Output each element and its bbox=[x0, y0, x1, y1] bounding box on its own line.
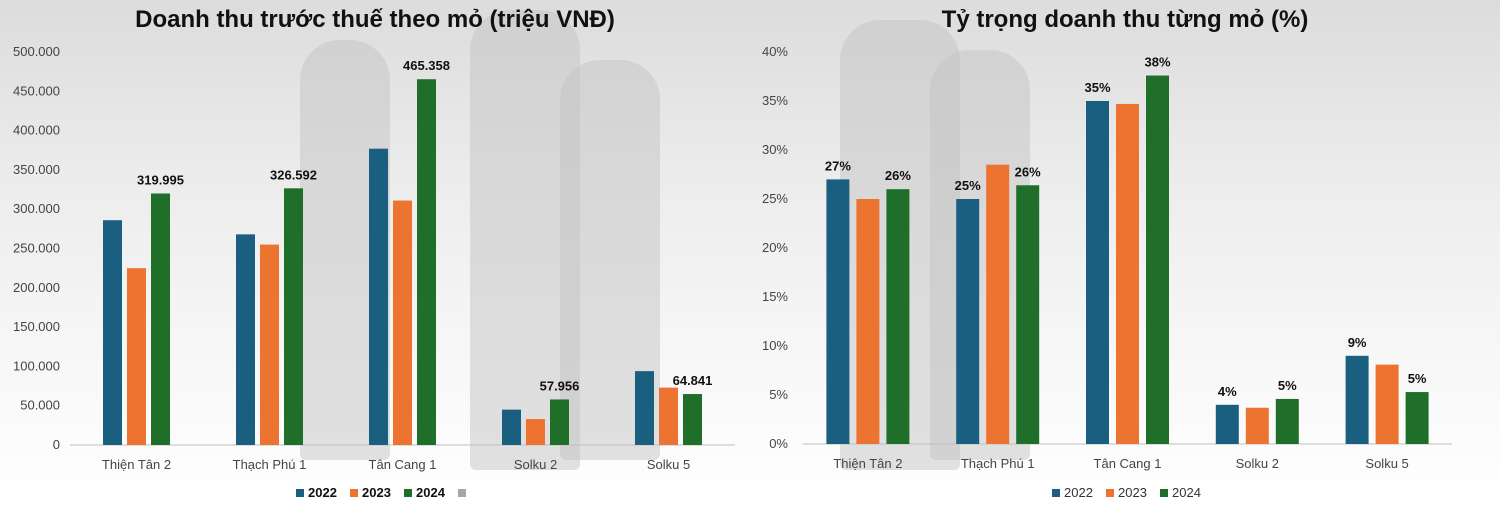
legend-swatch bbox=[296, 489, 304, 497]
bar-2023 bbox=[1116, 103, 1139, 444]
bar-2023 bbox=[127, 268, 146, 445]
bar-2022 bbox=[236, 234, 255, 445]
y-tick-label: 300.000 bbox=[13, 201, 60, 216]
bar-2022 bbox=[502, 409, 521, 445]
bar-2024 bbox=[284, 188, 303, 445]
revenue-chart: Doanh thu trước thuế theo mỏ (triệu VNĐ)… bbox=[13, 6, 735, 500]
y-tick-label: 100.000 bbox=[13, 358, 60, 373]
legend-label-2022: 2022 bbox=[308, 485, 337, 500]
legend-label-2022: 2022 bbox=[1064, 485, 1093, 500]
data-label-2024: 26% bbox=[885, 168, 911, 183]
bar-2023 bbox=[856, 199, 880, 444]
bar-2023 bbox=[260, 244, 279, 445]
category-label: Solku 5 bbox=[647, 457, 690, 472]
bar-2023 bbox=[526, 419, 545, 445]
bar-2024 bbox=[1016, 185, 1040, 444]
y-tick-label: 35% bbox=[762, 93, 788, 108]
bar-2024 bbox=[550, 399, 569, 445]
y-tick-label: 500.000 bbox=[13, 44, 60, 59]
category-label: Tân Cang 1 bbox=[1094, 456, 1162, 471]
bar-2022 bbox=[1215, 404, 1239, 444]
bar-2022 bbox=[635, 371, 654, 445]
category-label: Thạch Phú 1 bbox=[233, 457, 307, 472]
y-tick-label: 50.000 bbox=[20, 398, 60, 413]
data-label-2022: 4% bbox=[1218, 384, 1237, 399]
bar-2023 bbox=[659, 387, 678, 445]
bar-2024 bbox=[886, 189, 910, 444]
bar-2022 bbox=[1345, 355, 1369, 444]
bar-2022 bbox=[103, 220, 122, 445]
legend-swatch bbox=[1160, 489, 1168, 497]
y-tick-label: 15% bbox=[762, 289, 788, 304]
bar-2022 bbox=[369, 148, 388, 446]
y-tick-label: 450.000 bbox=[13, 83, 60, 98]
bar-2022 bbox=[1086, 101, 1109, 444]
bar-2024 bbox=[151, 193, 170, 445]
revenue-chart-svg: 0 50.000 100.000 150.000 200.000 250.000 300.0… bbox=[13, 44, 735, 500]
y-tick-label: 0% bbox=[769, 436, 788, 451]
category-label: Tân Cang 1 bbox=[369, 457, 437, 472]
data-label-2024: 326.592 bbox=[270, 167, 317, 182]
data-label-2022: 35% bbox=[1084, 80, 1110, 95]
legend-swatch bbox=[458, 489, 466, 497]
y-tick-label: 30% bbox=[762, 142, 788, 157]
bar-2023 bbox=[1375, 364, 1399, 444]
bar-2023 bbox=[393, 200, 412, 445]
category-label: Solku 5 bbox=[1365, 456, 1408, 471]
data-label-2022: 25% bbox=[955, 178, 981, 193]
y-tick-label: 150.000 bbox=[13, 319, 60, 334]
y-tick-label: 25% bbox=[762, 191, 788, 206]
legend-label-2023: 2023 bbox=[362, 485, 391, 500]
share-chart-title: Tỷ trọng doanh thu từng mỏ (%) bbox=[941, 6, 1309, 33]
y-tick-label: 10% bbox=[762, 338, 788, 353]
legend-swatch bbox=[404, 489, 412, 497]
share-chart-svg: 0% 5% 10% 15% 20% 25% 30% 35% 40% 27% 26% Thiện Tân… bbox=[762, 44, 1452, 500]
legend-label-2023: 2023 bbox=[1118, 485, 1147, 500]
share-chart: Tỷ trọng doanh thu từng mỏ (%) 0% 5% 10% 15… bbox=[750, 0, 1500, 506]
data-label-2024: 319.995 bbox=[137, 172, 184, 187]
data-label-2022: 27% bbox=[825, 158, 851, 173]
bar-2024 bbox=[1146, 75, 1169, 445]
y-tick-label: 350.000 bbox=[13, 162, 60, 177]
y-tick-label: 20% bbox=[762, 240, 788, 255]
bar-2024 bbox=[1275, 398, 1299, 444]
category-label: Solku 2 bbox=[514, 457, 557, 472]
bar-2023 bbox=[1245, 407, 1269, 444]
legend-swatch bbox=[1106, 489, 1114, 497]
data-label-2024: 26% bbox=[1015, 164, 1041, 179]
data-label-2024: 64.841 bbox=[673, 373, 713, 388]
data-label-2024: 38% bbox=[1144, 55, 1170, 70]
category-label: Thiện Tân 2 bbox=[833, 456, 902, 471]
bar-2023 bbox=[986, 164, 1010, 444]
data-label-2024: 5% bbox=[1408, 371, 1427, 386]
category-label: Solku 2 bbox=[1236, 456, 1279, 471]
data-label-2022: 9% bbox=[1348, 335, 1367, 350]
bar-2024 bbox=[417, 79, 436, 446]
bar-2024 bbox=[1405, 392, 1429, 444]
y-tick-label: 250.000 bbox=[13, 241, 60, 256]
data-label-2024: 465.358 bbox=[403, 58, 450, 73]
y-tick-label: 5% bbox=[769, 387, 788, 402]
y-tick-label: 400.000 bbox=[13, 123, 60, 138]
legend-label-2024: 2024 bbox=[416, 485, 446, 500]
data-label-2024: 57.956 bbox=[540, 378, 580, 393]
y-tick-label: 200.000 bbox=[13, 280, 60, 295]
bar-2022 bbox=[956, 199, 980, 444]
revenue-chart-title: Doanh thu trước thuế theo mỏ (triệu VNĐ) bbox=[135, 6, 615, 33]
category-label: Thiện Tân 2 bbox=[102, 457, 171, 472]
bar-2024 bbox=[683, 394, 702, 445]
legend-label-2024: 2024 bbox=[1172, 485, 1201, 500]
legend-swatch bbox=[350, 489, 358, 497]
y-tick-label: 40% bbox=[762, 44, 788, 59]
data-label-2024: 5% bbox=[1278, 378, 1297, 393]
legend-swatch bbox=[1052, 489, 1060, 497]
category-label: Thạch Phú 1 bbox=[961, 456, 1035, 471]
y-tick-label: 0 bbox=[53, 437, 60, 452]
bar-2022 bbox=[826, 179, 850, 444]
